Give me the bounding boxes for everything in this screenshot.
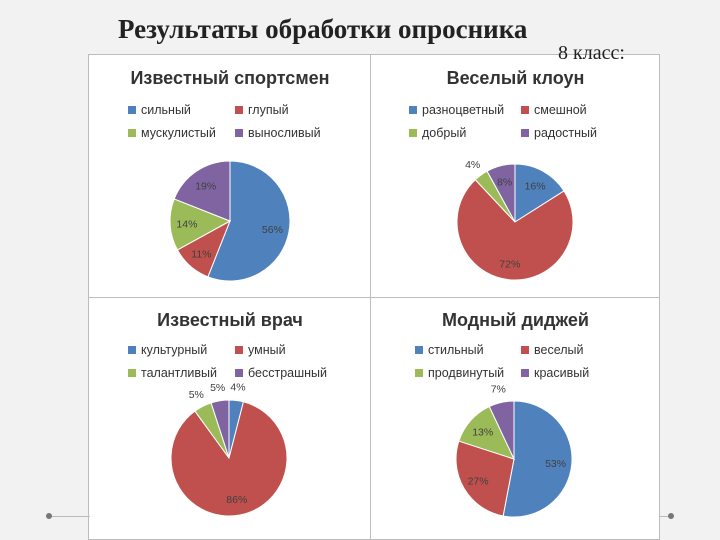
- pie-data-label: 5%: [189, 389, 204, 401]
- legend-item: веселый: [521, 343, 584, 357]
- legend-swatch: [128, 345, 136, 354]
- legend-label: разноцветный: [422, 103, 505, 117]
- pie-data-label: 53%: [545, 458, 566, 470]
- legend-label: продвинутый: [428, 366, 505, 380]
- legend-item: смешной: [521, 103, 587, 117]
- legend-item: продвинутый: [415, 366, 504, 380]
- pie-data-label: 11%: [191, 248, 211, 260]
- pie-chart: 4% 86% 5% 5%: [170, 382, 288, 517]
- decorative-line-left: [50, 516, 90, 517]
- legend-label: бесстрашный: [248, 366, 327, 380]
- chart-famous-doctor: Известный врач культурный умный талантли…: [90, 298, 370, 540]
- pie-data-label: 8%: [497, 177, 512, 189]
- legend-swatch: [235, 368, 243, 377]
- decorative-dot-right: [668, 513, 674, 519]
- legend-swatch: [235, 105, 243, 114]
- pie-data-label: 4%: [230, 382, 245, 394]
- legend-swatch: [521, 345, 529, 354]
- legend-swatch: [409, 105, 417, 114]
- pie-chart: 16% 72% 4% 8%: [456, 159, 574, 281]
- legend-label: талантливый: [141, 366, 218, 380]
- horizontal-divider: [88, 297, 660, 298]
- pie-data-label: 19%: [195, 180, 216, 192]
- chart-title: Веселый клоун: [446, 68, 585, 88]
- legend-item: бесстрашный: [235, 366, 327, 380]
- pie-chart: 56% 11% 14% 19%: [169, 160, 291, 282]
- legend-swatch: [235, 345, 243, 354]
- pie-slice: [502, 400, 573, 518]
- chart-trendy-dj: Модный диджей стильный веселый продвинут…: [371, 298, 660, 540]
- pie-slice: [486, 163, 516, 223]
- legend-swatch: [415, 368, 423, 377]
- pie-data-label: 16%: [525, 180, 546, 192]
- pie-slice: [173, 160, 231, 222]
- decorative-dot-left: [46, 513, 52, 519]
- legend-item: добрый: [409, 126, 466, 140]
- legend-swatch: [521, 368, 529, 377]
- chart-title: Модный диджей: [441, 310, 589, 330]
- chart-title: Известный врач: [157, 310, 303, 330]
- legend-label: веселый: [534, 343, 584, 357]
- legend-swatch: [128, 105, 136, 114]
- legend-item: талантливый: [128, 366, 217, 380]
- pie-slice: [456, 179, 574, 281]
- legend-item: глупый: [235, 103, 289, 117]
- legend-item: красивый: [521, 366, 589, 380]
- legend-swatch: [128, 128, 136, 137]
- pie-data-label: 86%: [226, 494, 247, 506]
- legend-item: стильный: [415, 343, 484, 357]
- legend-label: радостный: [534, 126, 597, 140]
- pie-data-label: 13%: [472, 426, 493, 438]
- chart-title: Известный спортсмен: [130, 68, 330, 88]
- pie-slice: [169, 198, 232, 251]
- legend-swatch: [128, 368, 136, 377]
- legend-swatch: [521, 128, 529, 137]
- legend-swatch: [415, 345, 423, 354]
- pie-slice: [488, 400, 515, 460]
- legend-label: мускулистый: [141, 126, 216, 140]
- pie-slice: [170, 401, 288, 517]
- legend-label: стильный: [428, 343, 484, 357]
- legend-swatch: [235, 128, 243, 137]
- pie-data-label: 27%: [468, 475, 489, 487]
- pie-chart: 53% 27% 13% 7%: [455, 384, 573, 518]
- decorative-line-right: [660, 516, 672, 517]
- legend-label: культурный: [141, 343, 208, 357]
- chart-funny-clown: Веселый клоун разноцветный смешной добры…: [371, 56, 660, 296]
- pie-data-label: 7%: [491, 384, 506, 396]
- legend-item: радостный: [521, 126, 597, 140]
- legend-label: выносливый: [248, 126, 321, 140]
- legend-swatch: [521, 105, 529, 114]
- legend-item: культурный: [128, 343, 207, 357]
- legend-item: разноцветный: [409, 103, 504, 117]
- legend-item: сильный: [128, 103, 191, 117]
- page-subtitle: 8 класс:: [558, 42, 625, 64]
- pie-slice: [455, 440, 515, 517]
- pie-data-label: 4%: [465, 159, 480, 171]
- legend-label: смешной: [534, 103, 587, 117]
- pie-slice: [207, 160, 291, 282]
- legend-label: глупый: [248, 103, 289, 117]
- legend-item: мускулистый: [128, 126, 216, 140]
- legend-label: красивый: [534, 366, 590, 380]
- pie-data-label: 5%: [210, 382, 225, 394]
- pie-data-label: 72%: [499, 258, 520, 270]
- legend-label: добрый: [422, 126, 467, 140]
- pie-data-label: 56%: [262, 224, 283, 236]
- chart-famous-athlete: Известный спортсмен сильный глупый муску…: [90, 56, 370, 296]
- page-title: Результаты обработки опросника: [118, 14, 528, 44]
- legend-label: сильный: [141, 103, 191, 117]
- legend-swatch: [409, 128, 417, 137]
- pie-slice: [514, 163, 565, 223]
- legend-item: выносливый: [235, 126, 321, 140]
- legend-item: умный: [235, 343, 286, 357]
- pie-data-label: 14%: [176, 219, 197, 231]
- legend-label: умный: [248, 343, 286, 357]
- pie-slice: [210, 399, 230, 459]
